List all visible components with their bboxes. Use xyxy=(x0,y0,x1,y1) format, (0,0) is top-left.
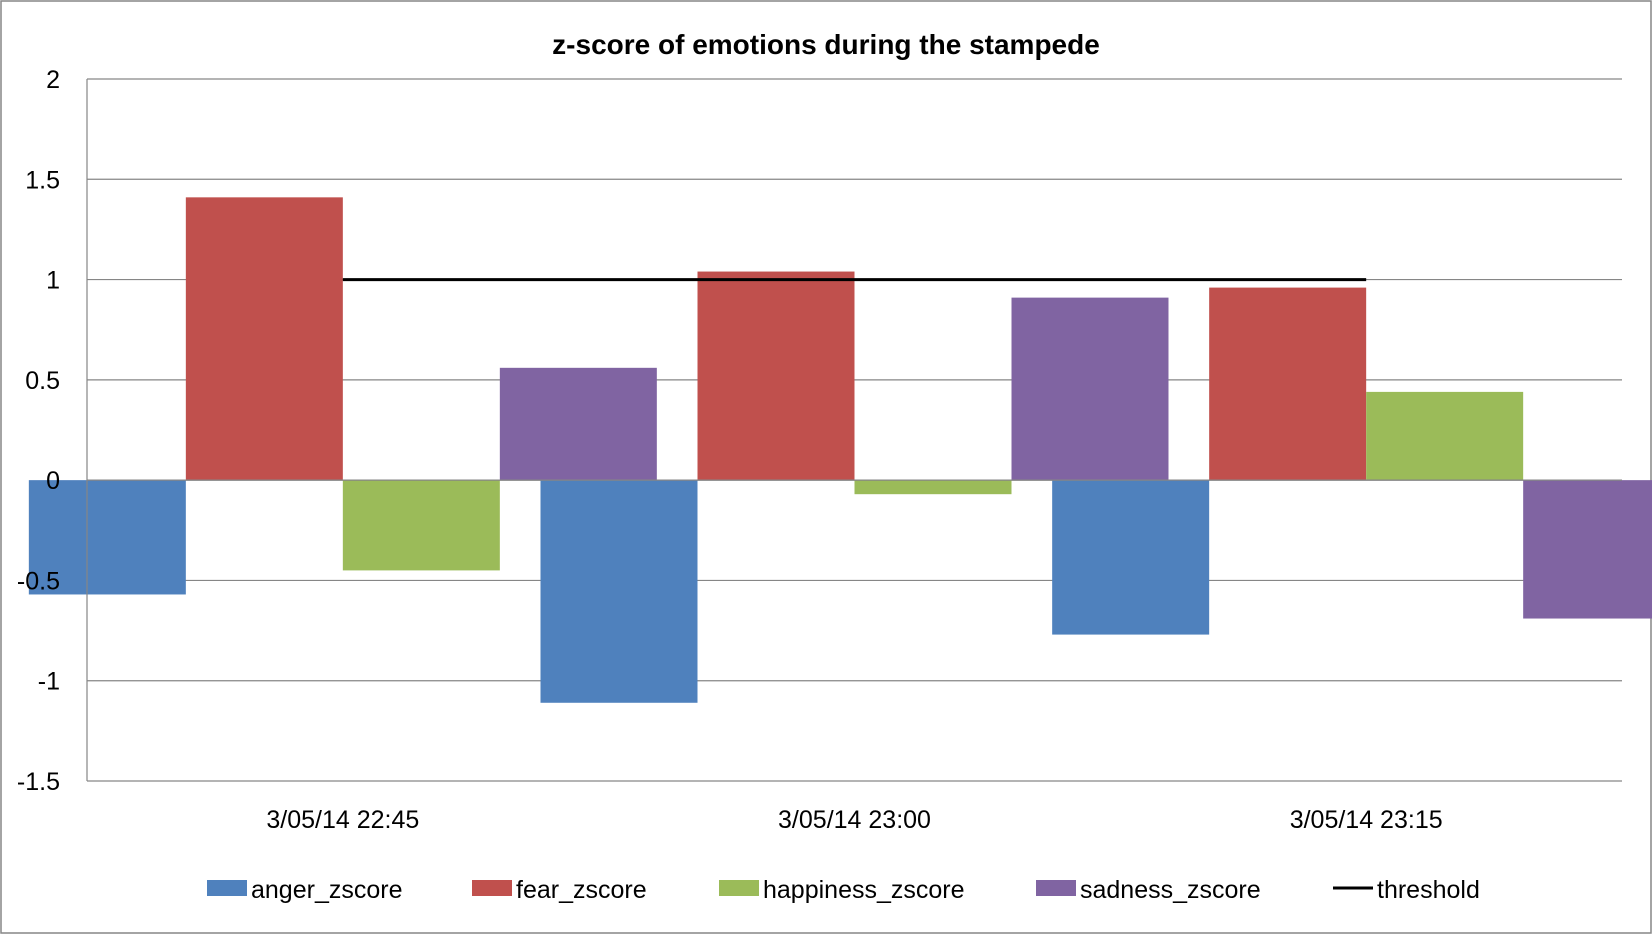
legend-swatch-anger_zscore xyxy=(207,880,247,896)
bar-happiness_zscore-1 xyxy=(854,480,1012,495)
y-tick-label: -0.5 xyxy=(17,567,60,595)
y-tick-label: 0 xyxy=(46,467,60,495)
bar-fear_zscore-1 xyxy=(697,271,855,481)
legend-swatch-sadness_zscore xyxy=(1036,880,1076,896)
y-tick-label: 1 xyxy=(46,267,60,295)
bar-happiness_zscore-2 xyxy=(1366,391,1524,481)
x-tick-label: 3/05/14 22:45 xyxy=(266,806,419,834)
bar-anger_zscore-2 xyxy=(1052,480,1210,635)
y-tick-label: 1.5 xyxy=(25,166,60,194)
legend-label-fear_zscore: fear_zscore xyxy=(516,876,647,904)
bar-fear_zscore-2 xyxy=(1209,287,1367,481)
legend-swatch-happiness_zscore xyxy=(719,880,759,896)
y-tick-label: -1 xyxy=(38,668,60,696)
legend: anger_zscore fear_zscore happiness_zscore s… xyxy=(207,876,1480,904)
bar-fear_zscore-0 xyxy=(185,197,343,481)
bar-sadness_zscore-2 xyxy=(1523,480,1652,619)
bar-anger_zscore-1 xyxy=(540,480,698,703)
legend-swatch-fear_zscore xyxy=(472,880,512,896)
bar-sadness_zscore-0 xyxy=(499,367,657,481)
bars xyxy=(28,197,1652,703)
legend-label-sadness_zscore: sadness_zscore xyxy=(1080,876,1261,904)
bar-happiness_zscore-0 xyxy=(342,480,500,571)
axes: 2 1.5 1 0.5 0 -0.5 -1 -1.5 3/05/14 22:45 3/05/14 … xyxy=(17,66,1622,834)
chart-title: z-score of emotions during the stampede xyxy=(552,29,1100,60)
x-tick-label: 3/05/14 23:15 xyxy=(1290,806,1443,834)
y-tick-label: 0.5 xyxy=(25,367,60,395)
y-tick-label: -1.5 xyxy=(17,768,60,796)
legend-label-threshold: threshold xyxy=(1377,876,1480,904)
y-tick-label: 2 xyxy=(46,66,60,94)
legend-label-anger_zscore: anger_zscore xyxy=(251,876,402,904)
x-tick-label: 3/05/14 23:00 xyxy=(778,806,931,834)
legend-label-happiness_zscore: happiness_zscore xyxy=(763,876,965,904)
bar-anger_zscore-0 xyxy=(28,480,186,595)
bar-sadness_zscore-1 xyxy=(1011,297,1169,481)
